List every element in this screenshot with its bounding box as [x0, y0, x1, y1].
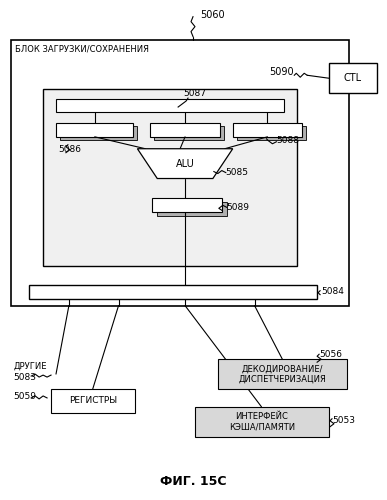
- Text: 5088: 5088: [276, 136, 300, 145]
- Bar: [51, 389, 135, 413]
- Bar: [56, 99, 284, 112]
- Bar: [157, 202, 227, 216]
- Text: CTL: CTL: [344, 73, 362, 83]
- Text: 5086: 5086: [58, 145, 81, 154]
- Text: 5085: 5085: [226, 168, 249, 177]
- Bar: [29, 284, 317, 298]
- Text: 5053: 5053: [332, 416, 355, 426]
- Text: 5089: 5089: [227, 203, 250, 212]
- Bar: [329, 64, 377, 93]
- Text: ФИГ. 15С: ФИГ. 15С: [160, 476, 226, 488]
- Bar: [43, 89, 297, 266]
- Text: 5056: 5056: [319, 350, 342, 358]
- Text: 5060: 5060: [200, 10, 224, 20]
- Text: 5059: 5059: [13, 392, 36, 402]
- Text: 5084: 5084: [321, 287, 344, 296]
- Bar: [237, 126, 306, 140]
- Text: ДЕКОДИРОВАНИЕ/
ДИСПЕТЧЕРИЗАЦИЯ: ДЕКОДИРОВАНИЕ/ ДИСПЕТЧЕРИЗАЦИЯ: [238, 364, 326, 384]
- Text: 5083: 5083: [13, 373, 36, 382]
- Polygon shape: [137, 148, 233, 178]
- Bar: [152, 198, 222, 212]
- Bar: [218, 359, 347, 389]
- Bar: [11, 40, 349, 306]
- Text: 5087: 5087: [183, 89, 206, 98]
- Bar: [154, 126, 224, 140]
- Text: ALU: ALU: [176, 158, 194, 168]
- Bar: [233, 123, 302, 137]
- Text: РЕГИСТРЫ: РЕГИСТРЫ: [69, 396, 117, 406]
- Bar: [195, 407, 329, 436]
- Bar: [56, 123, 134, 137]
- Bar: [60, 126, 137, 140]
- Bar: [150, 123, 220, 137]
- Text: ДРУГИЕ: ДРУГИЕ: [13, 361, 47, 370]
- Text: ИНТЕРФЕЙС
КЭША/ПАМЯТИ: ИНТЕРФЕЙС КЭША/ПАМЯТИ: [229, 412, 295, 432]
- Text: 5090: 5090: [270, 68, 294, 78]
- Text: БЛОК ЗАГРУЗКИ/СОХРАНЕНИЯ: БЛОК ЗАГРУЗКИ/СОХРАНЕНИЯ: [15, 44, 149, 54]
